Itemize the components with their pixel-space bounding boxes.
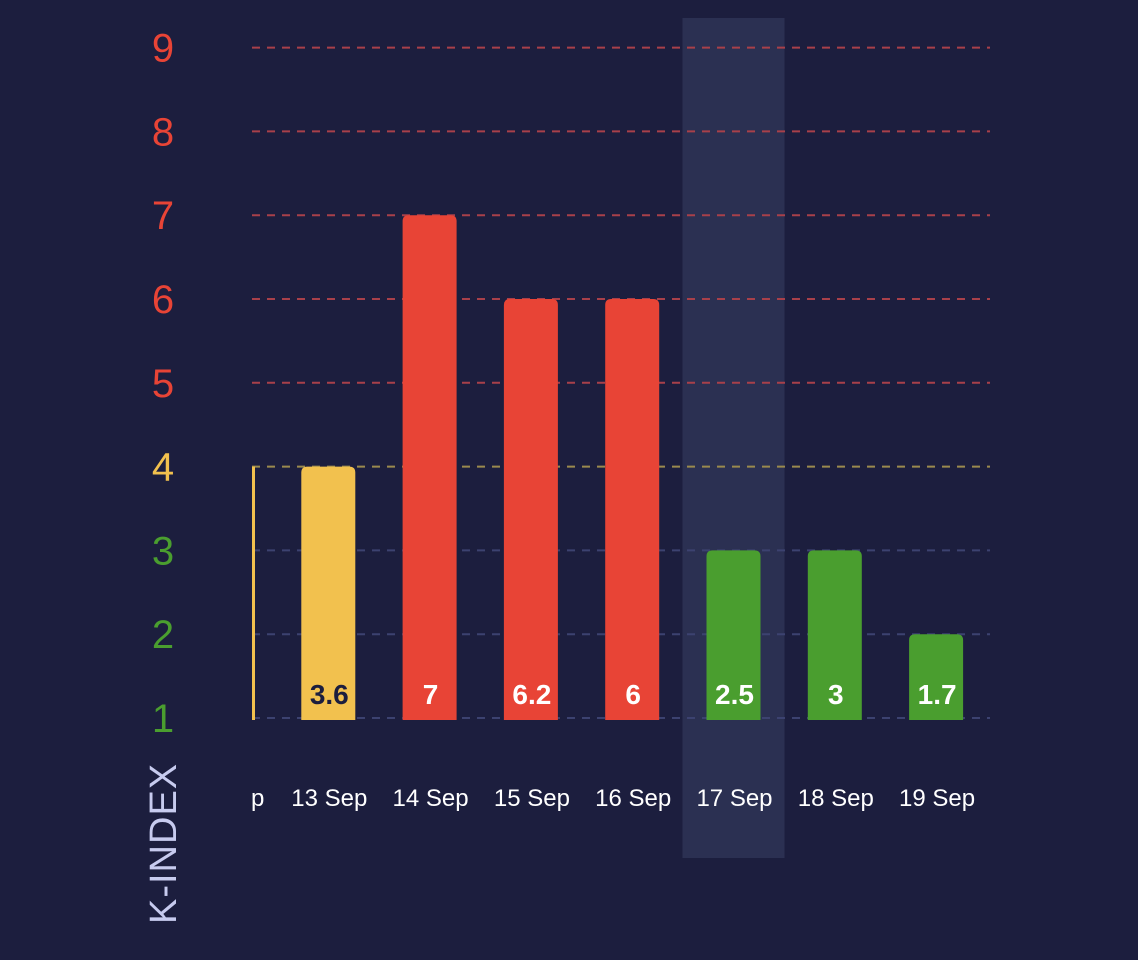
x-tick-label: p <box>251 785 264 812</box>
bar <box>807 550 862 720</box>
y-tick-label: 6 <box>152 278 174 322</box>
y-tick-label: 4 <box>152 446 174 490</box>
value-label: 3 <box>828 679 844 710</box>
value-label: 7 <box>423 679 439 710</box>
x-tick-label: 18 Sep <box>798 785 874 812</box>
x-tick-label: 15 Sep <box>494 785 570 812</box>
bar <box>402 215 457 720</box>
bar <box>605 299 660 720</box>
highlight-band-layer <box>682 18 785 858</box>
y-tick-label: 3 <box>152 529 174 573</box>
y-axis-title: K-INDEX <box>143 763 185 924</box>
x-tick-label: 17 Sep <box>696 785 772 812</box>
value-label: 3.6 <box>310 679 349 710</box>
value-label: 2.5 <box>715 679 754 710</box>
y-tick-label: 9 <box>152 27 174 71</box>
y-tick-label: 5 <box>152 362 174 406</box>
value-labels: 3.6 7 6.2 6 2.5 3 1.7 <box>310 679 957 710</box>
x-tick-label: 19 Sep <box>899 785 975 812</box>
bar <box>252 466 255 720</box>
x-axis-ticks: p 13 Sep 14 Sep 15 Sep 16 Sep 17 Sep 18 Sep 19 … <box>251 785 975 812</box>
value-label: 1.7 <box>918 679 957 710</box>
bar <box>503 299 558 720</box>
y-tick-label: 8 <box>152 110 174 154</box>
x-tick-label: 13 Sep <box>291 785 367 812</box>
value-label: 6.2 <box>512 679 551 710</box>
bars <box>252 215 964 720</box>
bar <box>909 634 964 720</box>
highlight-band <box>682 18 785 858</box>
value-label: 6 <box>625 679 641 710</box>
y-tick-label: 2 <box>152 613 174 657</box>
y-tick-label: 7 <box>152 194 174 238</box>
bar <box>706 550 761 720</box>
x-tick-label: 16 Sep <box>595 785 671 812</box>
y-tick-label: 1 <box>152 697 174 741</box>
y-axis-ticks: 1 2 3 4 5 6 7 8 9 <box>152 27 174 741</box>
gridlines <box>252 46 990 719</box>
bar <box>301 466 356 720</box>
x-tick-label: 14 Sep <box>393 785 469 812</box>
